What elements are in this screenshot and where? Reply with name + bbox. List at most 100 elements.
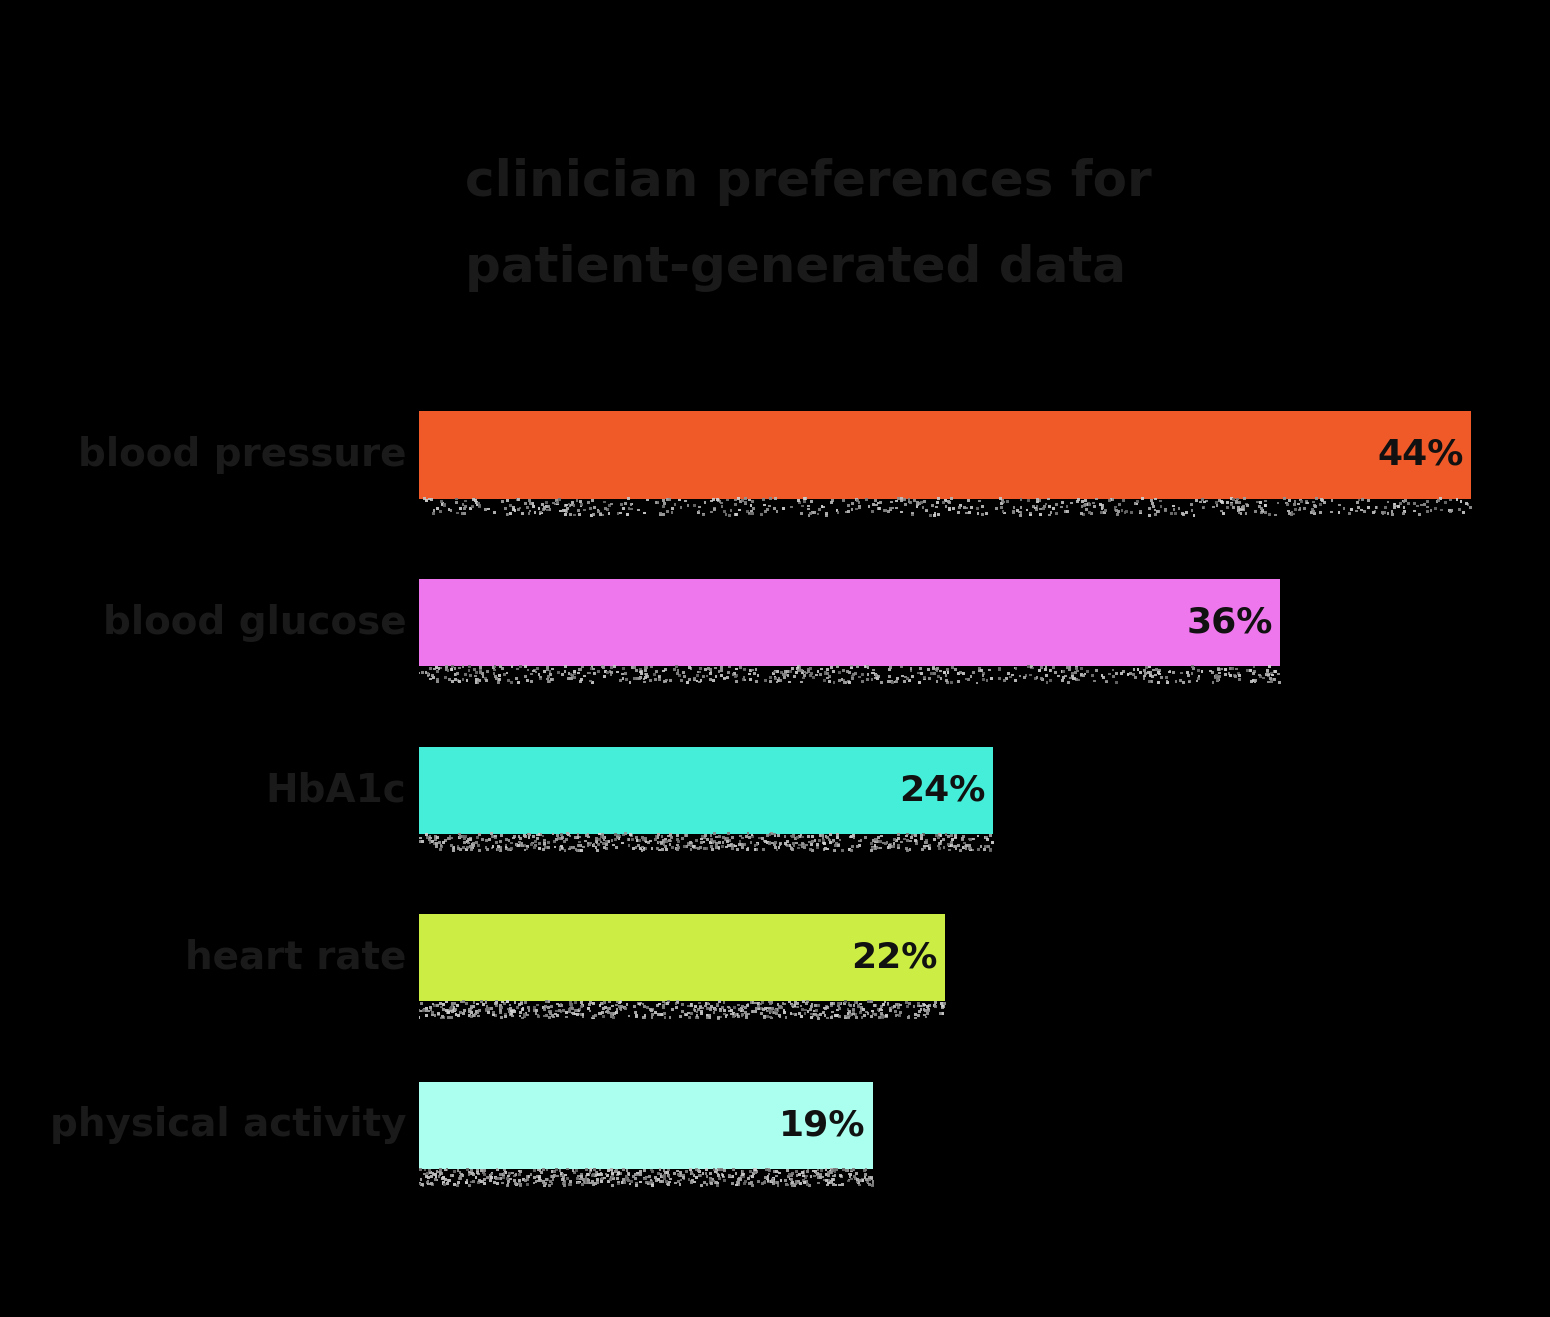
Point — [783, 1005, 808, 1026]
Point — [623, 1173, 648, 1195]
Point — [958, 665, 983, 686]
Point — [592, 836, 617, 857]
Point — [877, 499, 902, 520]
Point — [800, 662, 825, 684]
Point — [728, 834, 753, 855]
Point — [705, 490, 730, 511]
Point — [529, 502, 553, 523]
Point — [504, 834, 529, 855]
Point — [414, 490, 439, 511]
Point — [958, 839, 983, 860]
Point — [490, 992, 515, 1013]
Point — [639, 1000, 663, 1021]
Point — [758, 495, 783, 516]
Point — [818, 1162, 843, 1183]
Point — [592, 828, 617, 849]
Point — [682, 1166, 707, 1187]
Point — [927, 489, 952, 510]
Point — [777, 1164, 801, 1185]
Point — [1124, 666, 1149, 687]
Point — [670, 994, 694, 1015]
Point — [797, 1175, 822, 1196]
Point — [959, 828, 984, 849]
Point — [552, 661, 577, 682]
Point — [649, 1171, 674, 1192]
Point — [939, 824, 964, 846]
Point — [1370, 502, 1395, 523]
Point — [730, 1162, 755, 1183]
Point — [625, 1164, 649, 1185]
Point — [746, 834, 770, 855]
Point — [1226, 497, 1251, 518]
Point — [1190, 498, 1215, 519]
Point — [600, 494, 625, 515]
Point — [732, 1166, 756, 1187]
Point — [795, 658, 820, 680]
Point — [710, 836, 735, 857]
Point — [449, 1164, 474, 1185]
Point — [1107, 494, 1132, 515]
Point — [442, 997, 467, 1018]
Point — [725, 839, 750, 860]
Point — [527, 664, 552, 685]
Point — [1319, 502, 1344, 523]
Point — [645, 491, 670, 512]
Point — [625, 668, 649, 689]
Point — [809, 1166, 834, 1187]
Point — [735, 826, 760, 847]
Point — [691, 666, 716, 687]
Point — [552, 1169, 577, 1191]
Point — [604, 1002, 629, 1023]
Point — [648, 831, 673, 852]
Point — [496, 830, 521, 851]
Point — [1380, 504, 1404, 525]
Point — [521, 497, 546, 518]
Point — [423, 828, 448, 849]
Point — [1066, 489, 1091, 510]
Point — [724, 666, 749, 687]
Point — [649, 834, 674, 855]
Point — [611, 824, 636, 846]
Point — [445, 503, 470, 524]
Point — [474, 990, 499, 1011]
Point — [659, 831, 684, 852]
Point — [736, 838, 761, 859]
Point — [581, 1164, 606, 1185]
Point — [764, 502, 789, 523]
Point — [763, 666, 787, 687]
Point — [477, 1166, 502, 1187]
Point — [600, 1164, 625, 1185]
Point — [617, 672, 642, 693]
Point — [741, 1001, 766, 1022]
Point — [567, 491, 592, 512]
Point — [1063, 668, 1088, 689]
Point — [428, 1162, 453, 1183]
Point — [536, 997, 561, 1018]
Point — [1207, 490, 1232, 511]
Point — [730, 835, 755, 856]
Point — [615, 828, 640, 849]
Point — [831, 660, 856, 681]
Point — [888, 1002, 913, 1023]
Point — [625, 1175, 649, 1196]
Point — [953, 503, 978, 524]
Point — [457, 832, 482, 853]
Point — [865, 831, 890, 852]
Point — [632, 657, 657, 678]
Point — [603, 1004, 628, 1025]
Point — [604, 1000, 629, 1021]
Point — [504, 1173, 529, 1195]
Point — [533, 996, 558, 1017]
Point — [708, 1159, 733, 1180]
Point — [826, 1005, 851, 1026]
Point — [868, 491, 893, 512]
Point — [505, 835, 530, 856]
Point — [519, 1164, 544, 1185]
Point — [594, 1001, 618, 1022]
Point — [502, 500, 527, 522]
Point — [558, 495, 583, 516]
Point — [1074, 494, 1099, 515]
Point — [679, 831, 704, 852]
Point — [693, 658, 718, 680]
Point — [783, 997, 808, 1018]
